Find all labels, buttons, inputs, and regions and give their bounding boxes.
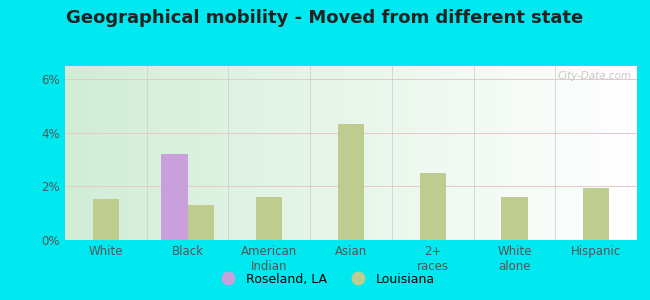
Text: City-Data.com: City-Data.com <box>557 71 631 81</box>
Bar <box>501 197 528 240</box>
Bar <box>256 197 282 240</box>
Bar <box>93 199 119 240</box>
Bar <box>583 188 609 240</box>
Text: Geographical mobility - Moved from different state: Geographical mobility - Moved from diffe… <box>66 9 584 27</box>
Bar <box>338 124 364 240</box>
Bar <box>161 154 188 240</box>
Bar <box>188 205 214 240</box>
Bar <box>420 173 446 240</box>
Legend: Roseland, LA, Louisiana: Roseland, LA, Louisiana <box>211 268 439 291</box>
